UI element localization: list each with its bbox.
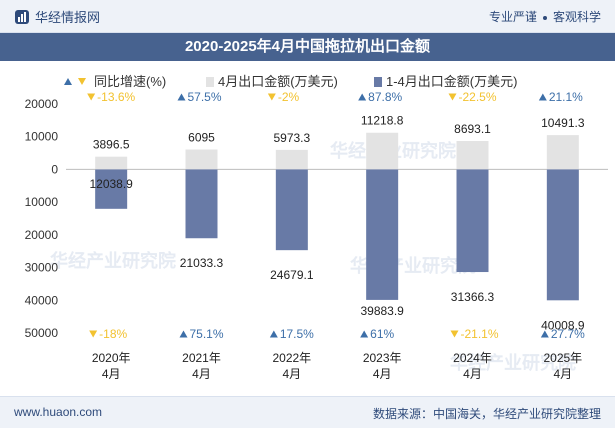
growth-ytd-label-1: 75.1% (190, 327, 224, 341)
legend-april-swatch (206, 77, 214, 87)
x-tick-year-2: 2022年 (272, 351, 311, 365)
x-tick-year-0: 2020年 (92, 351, 131, 365)
bar-ytd-2 (275, 169, 308, 251)
bar-april-5 (546, 135, 579, 170)
y-tick-label-4: 20000 (25, 228, 59, 242)
y-tick-label-7: 50000 (25, 326, 59, 340)
growth-ytd-arrow-icon-5 (540, 330, 549, 338)
data-label-april-2: 5973.3 (273, 131, 310, 145)
footer: www.huaon.com 数据来源：中国海关，华经产业研究院整理 (0, 396, 615, 428)
tagline-dot-icon (542, 15, 547, 20)
legend-up-triangle-icon (64, 78, 72, 85)
brand-name: 华经情报网 (35, 10, 101, 25)
bar-ytd-1 (185, 169, 218, 239)
growth-april-arrow-icon-1 (177, 93, 186, 101)
footer-source: 数据来源：中国海关，华经产业研究院整理 (372, 407, 601, 421)
x-tick-month-5: 4月 (553, 367, 572, 381)
growth-april-arrow-icon-0 (87, 93, 96, 101)
growth-april-arrow-icon-3 (358, 93, 367, 101)
data-label-ytd-2: 24679.1 (270, 268, 314, 282)
bar-ytd-3 (366, 169, 399, 300)
legend-ytd-label: 1-4月出口金额(万美元) (386, 74, 517, 89)
bar-april-3 (366, 132, 399, 170)
data-label-ytd-0: 12038.9 (89, 177, 133, 191)
x-tick-month-0: 4月 (102, 367, 121, 381)
growth-ytd-label-4: -21.1% (461, 327, 499, 341)
bar-april-2 (275, 149, 308, 170)
top-bar: 华经情报网 专业严谨 客观科学 (0, 0, 615, 33)
growth-ytd-label-5: 27.7% (551, 327, 585, 341)
bar-april-1 (185, 149, 218, 170)
growth-april-label-1: 57.5% (188, 90, 222, 104)
watermark-text-0: 华经产业研究院 (50, 250, 176, 271)
y-tick-label-6: 40000 (25, 293, 59, 307)
brand-logo-icon (15, 9, 29, 24)
tagline-left: 专业严谨 (488, 10, 537, 24)
tagline-right: 客观科学 (552, 10, 601, 24)
growth-april-label-3: 87.8% (368, 90, 402, 104)
x-tick-year-1: 2021年 (182, 351, 221, 365)
growth-april-arrow-icon-4 (448, 93, 457, 101)
bar-april-4 (456, 140, 489, 170)
growth-ytd-arrow-icon-1 (179, 330, 188, 338)
y-tick-label-0: 20000 (25, 97, 59, 111)
data-label-ytd-1: 21033.3 (180, 256, 224, 270)
growth-april-label-4: -22.5% (459, 90, 497, 104)
legend-down-triangle-icon (78, 78, 86, 85)
y-tick-label-1: 10000 (25, 130, 59, 144)
x-tick-month-1: 4月 (192, 367, 211, 381)
growth-ytd-arrow-icon-0 (89, 330, 98, 338)
tagline: 专业严谨 客观科学 (489, 8, 601, 25)
growth-ytd-arrow-icon-2 (269, 330, 278, 338)
y-tick-label-5: 30000 (25, 261, 59, 275)
bar-ytd-5 (546, 169, 579, 301)
x-tick-year-3: 2023年 (363, 351, 402, 365)
bar-ytd-0 (95, 169, 128, 209)
x-tick-month-3: 4月 (373, 367, 392, 381)
watermark-text-3: 华经产业研究院 (450, 352, 576, 373)
growth-april-arrow-icon-2 (267, 93, 276, 101)
data-label-ytd-5: 40008.9 (541, 318, 585, 332)
data-label-april-1: 6095 (188, 130, 215, 144)
x-tick-month-2: 4月 (282, 367, 301, 381)
bar-ytd-4 (456, 169, 489, 273)
x-tick-year-4: 2024年 (453, 351, 492, 365)
y-tick-label-2: 0 (51, 162, 58, 176)
growth-april-label-5: 21.1% (549, 90, 583, 104)
legend-ytd-swatch (374, 77, 382, 87)
bar-chart: 华经产业研究院华经产业研究院华经产业研究院华经产业研究院200001000001… (25, 74, 608, 381)
growth-ytd-arrow-icon-3 (360, 330, 369, 338)
bar-april-0 (95, 156, 128, 170)
growth-april-label-0: -13.6% (97, 90, 135, 104)
growth-april-arrow-icon-5 (538, 93, 547, 101)
y-tick-label-3: 10000 (25, 195, 59, 209)
chart-title: 2020-2025年4月中国拖拉机出口金额 (0, 33, 615, 61)
legend-growth-label: 同比增速(%) (94, 74, 166, 89)
data-label-ytd-3: 39883.9 (360, 304, 404, 318)
data-label-april-4: 8693.1 (454, 122, 491, 136)
x-tick-month-4: 4月 (463, 367, 482, 381)
data-label-april-5: 10491.3 (541, 116, 585, 130)
brand: 华经情报网 (14, 7, 100, 26)
data-label-ytd-4: 31366.3 (451, 290, 495, 304)
data-label-april-3: 11218.8 (361, 114, 404, 128)
data-label-april-0: 3896.5 (93, 138, 130, 152)
x-tick-year-5: 2025年 (543, 351, 582, 365)
legend-april-label: 4月出口金额(万美元) (218, 74, 338, 89)
growth-ytd-label-3: 61% (370, 327, 394, 341)
footer-site: www.huaon.com (14, 405, 103, 419)
growth-ytd-arrow-icon-4 (450, 330, 459, 338)
growth-ytd-label-2: 17.5% (280, 327, 314, 341)
growth-ytd-label-0: -18% (99, 327, 127, 341)
growth-april-label-2: -2% (278, 90, 300, 104)
